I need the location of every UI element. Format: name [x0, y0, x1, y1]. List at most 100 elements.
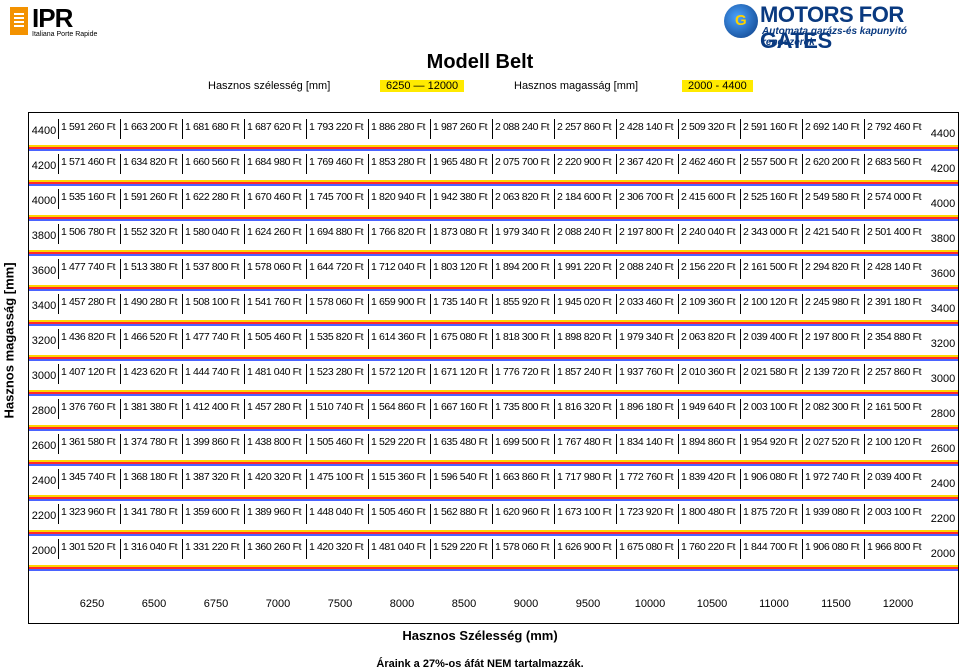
- price-cell: 2 003 100 Ft: [867, 506, 922, 518]
- price-cell: 1 894 860 Ft: [681, 436, 736, 448]
- cell-divider: [678, 329, 679, 349]
- height-range: 2000 - 4400: [682, 80, 753, 92]
- price-cell: 1 374 780 Ft: [123, 436, 178, 448]
- price-cell: 2 306 700 Ft: [619, 191, 674, 203]
- price-cell: 1 466 520 Ft: [123, 331, 178, 343]
- price-cell: 1 515 360 Ft: [371, 471, 426, 483]
- row-height-label-right: 2800: [930, 408, 956, 420]
- price-cell: 1 481 040 Ft: [371, 541, 426, 553]
- price-cell: 1 898 820 Ft: [557, 331, 612, 343]
- price-cell: 1 776 720 Ft: [495, 366, 550, 378]
- color-stripe-divider: [29, 425, 958, 431]
- price-cell: 1 644 720 Ft: [309, 261, 364, 273]
- price-cell: 1 987 260 Ft: [433, 121, 488, 133]
- cell-divider: [802, 469, 803, 489]
- cell-divider: [492, 294, 493, 314]
- width-column-label: 6750: [203, 598, 229, 610]
- cell-divider: [430, 259, 431, 279]
- cell-divider: [802, 399, 803, 419]
- price-cell: 1 875 720 Ft: [743, 506, 798, 518]
- price-cell: 1 564 860 Ft: [371, 401, 426, 413]
- cell-divider: [802, 119, 803, 139]
- price-cell: 1 510 740 Ft: [309, 401, 364, 413]
- price-cell: 1 839 420 Ft: [681, 471, 736, 483]
- price-cell: 1 572 120 Ft: [371, 366, 426, 378]
- cell-divider: [678, 224, 679, 244]
- cell-divider: [182, 224, 183, 244]
- price-cell: 1 939 080 Ft: [805, 506, 860, 518]
- color-stripe-divider: [29, 355, 958, 361]
- cell-divider: [678, 434, 679, 454]
- cell-divider: [182, 399, 183, 419]
- cell-divider: [740, 224, 741, 244]
- footnote: Áraink a 27%-os áfát NEM tartalmazzák.: [376, 658, 584, 670]
- cell-divider: [120, 224, 121, 244]
- cell-divider: [740, 399, 741, 419]
- width-column-label: 6250: [79, 598, 105, 610]
- price-cell: 1 772 760 Ft: [619, 471, 674, 483]
- cell-divider: [368, 434, 369, 454]
- motors-for-gates-logo-text: MOTORS FOR GATES: [760, 2, 904, 53]
- width-column-label: 9000: [513, 598, 539, 610]
- table-row: 2600 1 361 580 Ft 1 374 780 Ft 1 399 860 Ft…: [29, 432, 958, 466]
- table-row: 2400 1 345 740 Ft 1 368 180 Ft 1 387 320 Ft…: [29, 467, 958, 501]
- cell-divider: [244, 469, 245, 489]
- cell-divider: [244, 504, 245, 524]
- price-cell: 1 571 460 Ft: [61, 156, 116, 168]
- cell-divider: [802, 224, 803, 244]
- cell-divider: [802, 364, 803, 384]
- price-cell: 1 436 820 Ft: [61, 331, 116, 343]
- cell-divider: [802, 154, 803, 174]
- price-cell: 1 578 060 Ft: [309, 296, 364, 308]
- ipr-logo-icon: [10, 7, 28, 35]
- cell-divider: [864, 154, 865, 174]
- cell-divider: [864, 259, 865, 279]
- price-cell: 1 376 760 Ft: [61, 401, 116, 413]
- cell-divider: [244, 294, 245, 314]
- cell-divider: [492, 539, 493, 559]
- price-cell: 2 033 460 Ft: [619, 296, 674, 308]
- cell-divider: [616, 294, 617, 314]
- price-cell: 2 391 180 Ft: [867, 296, 922, 308]
- cell-divider: [864, 504, 865, 524]
- price-cell: 1 906 080 Ft: [743, 471, 798, 483]
- cell-divider: [58, 504, 59, 524]
- table-row: 2200 1 323 960 Ft 1 341 780 Ft 1 359 600 Ft…: [29, 502, 958, 536]
- color-stripe-divider: [29, 565, 958, 571]
- price-cell: 1 687 620 Ft: [247, 121, 302, 133]
- cell-divider: [306, 469, 307, 489]
- price-cell: 1 896 180 Ft: [619, 401, 674, 413]
- height-label: Hasznos magasság [mm]: [514, 80, 639, 92]
- price-cell: 1 535 820 Ft: [309, 331, 364, 343]
- price-cell: 1 444 740 Ft: [185, 366, 240, 378]
- cell-divider: [678, 364, 679, 384]
- price-cell: 1 513 380 Ft: [123, 261, 178, 273]
- price-cell: 1 894 200 Ft: [495, 261, 550, 273]
- price-cell: 2 197 800 Ft: [619, 226, 674, 238]
- cell-divider: [182, 189, 183, 209]
- price-cell: 1 448 040 Ft: [309, 506, 364, 518]
- cell-divider: [616, 504, 617, 524]
- price-cell: 2 220 900 Ft: [557, 156, 612, 168]
- cell-divider: [368, 399, 369, 419]
- price-cell: 1 635 480 Ft: [433, 436, 488, 448]
- cell-divider: [244, 399, 245, 419]
- price-cell: 1 537 800 Ft: [185, 261, 240, 273]
- cell-divider: [182, 294, 183, 314]
- row-height-label: 2600: [31, 440, 57, 452]
- cell-divider: [368, 294, 369, 314]
- cell-divider: [368, 154, 369, 174]
- price-cell: 1 712 040 Ft: [371, 261, 426, 273]
- price-cell: 1 529 220 Ft: [371, 436, 426, 448]
- cell-divider: [554, 469, 555, 489]
- price-cell: 1 622 280 Ft: [185, 191, 240, 203]
- price-cell: 2 039 400 Ft: [867, 471, 922, 483]
- price-cell: 2 509 320 Ft: [681, 121, 736, 133]
- cell-divider: [182, 364, 183, 384]
- row-height-label: 3400: [31, 300, 57, 312]
- price-cell: 1 578 060 Ft: [247, 261, 302, 273]
- cell-divider: [554, 399, 555, 419]
- cell-divider: [430, 189, 431, 209]
- table-row: 3800 1 506 780 Ft 1 552 320 Ft 1 580 040 Ft…: [29, 222, 958, 256]
- cell-divider: [58, 189, 59, 209]
